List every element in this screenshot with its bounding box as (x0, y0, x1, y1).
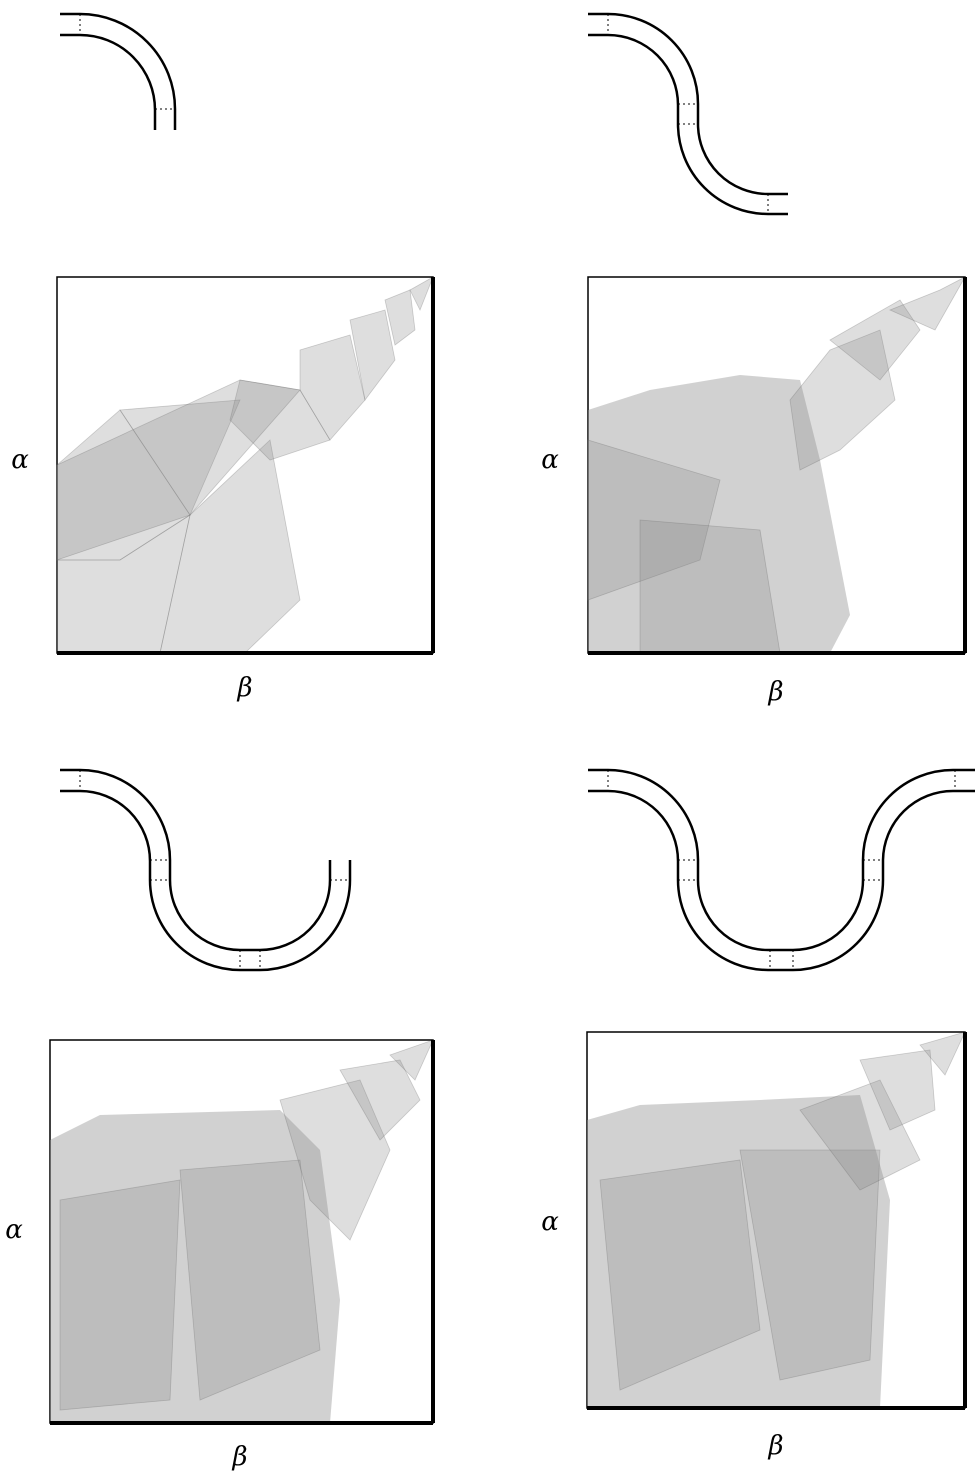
channel-4 (588, 768, 975, 972)
channel-1 (60, 12, 177, 130)
plot-2 (587, 276, 967, 655)
plot-4 (586, 1031, 967, 1410)
x-axis-label: β (767, 677, 783, 707)
plot-1 (56, 276, 435, 655)
channel-3 (60, 768, 352, 972)
x-axis-label: β (767, 1431, 783, 1461)
x-axis-label: β (231, 1442, 247, 1472)
plot-3 (49, 1039, 435, 1425)
y-axis-label: α (5, 1215, 23, 1245)
y-axis-label: α (11, 445, 29, 475)
channel-2 (588, 12, 788, 216)
y-axis-label: α (541, 1207, 559, 1237)
x-axis-label: β (236, 673, 252, 703)
y-axis-label: α (541, 445, 559, 475)
